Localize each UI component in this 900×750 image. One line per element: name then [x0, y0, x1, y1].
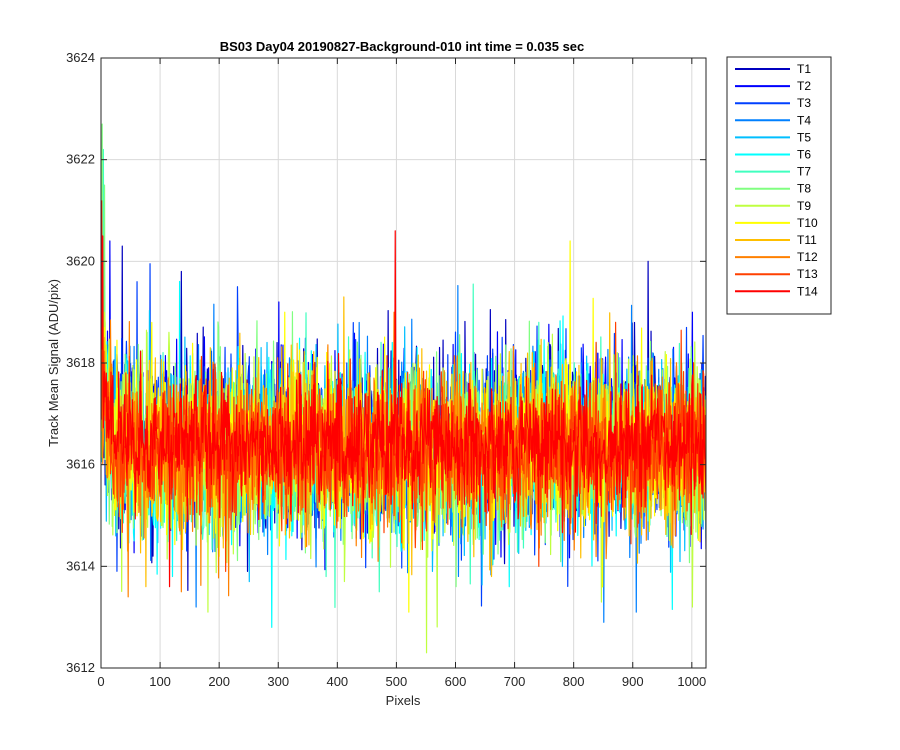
x-tick-label: 100 — [149, 674, 171, 689]
x-tick-label: 200 — [208, 674, 230, 689]
legend-items: T1 T2 T3 T4 T5 T6 T7 T8 T9 T10 T11 T12 T13 T14 — [735, 62, 818, 298]
legend-label-t12: T12 — [797, 250, 818, 264]
legend-label-t14: T14 — [797, 284, 818, 298]
legend-box — [726, 56, 832, 315]
legend-label-t7: T7 — [797, 165, 811, 179]
series-line-t14 — [101, 200, 706, 588]
x-tick-label: 800 — [563, 674, 585, 689]
x-axis-label: Pixels — [386, 693, 421, 708]
plot-area — [100, 57, 707, 669]
y-tick-label: 3612 — [66, 660, 95, 675]
legend-label-t13: T13 — [797, 267, 818, 281]
y-tick-label: 3622 — [66, 152, 95, 167]
chart-title: BS03 Day04 20190827-Background-010 int t… — [220, 39, 585, 54]
legend-label-t10: T10 — [797, 216, 818, 230]
legend-label-t6: T6 — [797, 148, 811, 162]
x-tick-label: 0 — [97, 674, 104, 689]
y-tick-label: 3614 — [66, 558, 95, 573]
x-tick-label: 900 — [622, 674, 644, 689]
legend-label-t11: T11 — [797, 233, 817, 247]
x-tick-label: 500 — [386, 674, 408, 689]
legend-label-t4: T4 — [797, 113, 811, 127]
x-tick-label: 1000 — [677, 674, 706, 689]
y-axis-label: Track Mean Signal (ADU/pix) — [46, 279, 61, 447]
legend-label-t9: T9 — [797, 199, 811, 213]
legend-label-t2: T2 — [797, 79, 811, 93]
series-line-t13 — [101, 321, 706, 573]
x-tick-label: 300 — [267, 674, 289, 689]
x-tick-label: 600 — [445, 674, 467, 689]
x-tick-label: 700 — [504, 674, 526, 689]
legend: T1 T2 T3 T4 T5 T6 T7 T8 T9 T10 T11 T12 T13 T14 — [726, 56, 832, 315]
legend-label-t1: T1 — [797, 62, 811, 76]
legend-label-t3: T3 — [797, 96, 811, 110]
series-lines — [101, 123, 706, 654]
legend-label-t5: T5 — [797, 130, 811, 144]
y-axis: 3612 3614 3616 3618 3620 3622 3624 — [66, 50, 706, 675]
y-tick-label: 3616 — [66, 457, 95, 472]
x-axis: 0 100 200 300 400 500 600 700 800 900 1000 — [97, 58, 706, 689]
y-tick-label: 3624 — [66, 50, 95, 65]
legend-label-t8: T8 — [797, 182, 811, 196]
y-tick-label: 3618 — [66, 355, 95, 370]
x-tick-label: 400 — [326, 674, 348, 689]
y-tick-label: 3620 — [66, 253, 95, 268]
